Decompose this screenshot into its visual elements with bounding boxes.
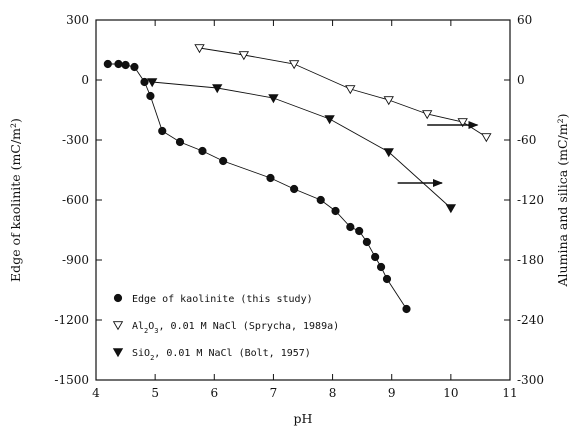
data-point — [383, 148, 394, 158]
y-tick-label-right: -60 — [517, 133, 536, 147]
legend-subscript: 2 — [150, 354, 154, 362]
y-axis-title-right: Alumina and silica (mC/m²) — [555, 114, 570, 288]
series-0 — [103, 59, 411, 314]
x-tick-label: 11 — [502, 386, 517, 400]
data-point — [146, 91, 155, 101]
data-point — [481, 133, 492, 143]
y-tick-label-left: -1200 — [54, 313, 89, 327]
legend-label: Al2O3, 0.01 M NaCl (Sprycha, 1989a) — [132, 321, 339, 335]
y-tick-label-right: -120 — [517, 193, 544, 207]
legend-text-part: SiO — [132, 348, 150, 359]
data-point — [371, 252, 380, 262]
data-point — [212, 84, 223, 94]
y-tick-label-right: -240 — [517, 313, 544, 327]
data-point — [140, 77, 149, 87]
legend-label: SiO2, 0.01 M NaCl (Bolt, 1957) — [132, 348, 311, 362]
x-axis-title: pH — [294, 411, 313, 426]
data-point — [346, 222, 355, 232]
data-point — [266, 173, 275, 183]
data-point — [147, 78, 158, 88]
series-line — [107, 63, 407, 310]
axes-ticks: 4 5 6 7 8 9 10 11 300 0 -300 -600 -900 -1200 -1500 60 0 -… — [54, 13, 544, 400]
data-point — [457, 118, 468, 128]
data-point — [194, 44, 205, 54]
annotation-layer — [397, 121, 479, 187]
data-point — [268, 94, 279, 104]
data-point — [219, 156, 228, 166]
series-line — [152, 81, 452, 209]
x-tick-label: 7 — [270, 386, 278, 400]
series-line — [199, 47, 487, 138]
data-point — [445, 204, 457, 214]
legend-text-part: , 0.01 M NaCl (Bolt, 1957) — [154, 348, 311, 359]
data-point — [290, 184, 299, 194]
legend-entry: SiO2, 0.01 M NaCl (Bolt, 1957) — [112, 348, 311, 362]
y-tick-label-left: -600 — [62, 193, 89, 207]
data-point — [198, 146, 207, 156]
y-tick-label-right: 60 — [517, 13, 532, 27]
legend-marker — [112, 348, 124, 358]
legend: Edge of kaolinite (this study)Al2O3, 0.0… — [112, 293, 339, 362]
y-tick-label-left: -300 — [62, 133, 89, 147]
y-tick-label-left: 300 — [66, 13, 89, 27]
data-point — [383, 96, 394, 106]
data-point — [422, 110, 433, 120]
data-point — [376, 262, 386, 272]
legend-text-part: , 0.01 M NaCl (Sprycha, 1989a) — [159, 321, 340, 332]
legend-subscript: 3 — [154, 327, 158, 335]
data-point — [316, 195, 325, 205]
series-2 — [147, 78, 457, 214]
legend-label: Edge of kaolinite (this study) — [132, 294, 313, 305]
legend-entry: Edge of kaolinite (this study) — [113, 293, 313, 305]
y-tick-label-right: -300 — [517, 373, 544, 387]
series-layer — [103, 44, 492, 314]
data-point — [402, 304, 411, 314]
data-point — [121, 60, 130, 70]
data-point — [331, 206, 340, 216]
data-point — [355, 226, 364, 236]
legend-entry: Al2O3, 0.01 M NaCl (Sprycha, 1989a) — [112, 321, 339, 335]
x-tick-label: 6 — [210, 386, 218, 400]
x-tick-label: 10 — [443, 386, 458, 400]
data-point — [114, 59, 123, 69]
y-tick-label-left: 0 — [81, 73, 89, 87]
data-point — [130, 62, 139, 72]
y-tick-label-left: -900 — [62, 253, 89, 267]
series-1 — [194, 44, 492, 143]
legend-text-part: Al — [132, 321, 144, 332]
data-point — [238, 51, 250, 61]
data-point — [362, 237, 371, 247]
data-point — [382, 274, 392, 284]
legend-marker — [113, 293, 123, 303]
legend-subscript: 2 — [144, 327, 148, 335]
y-tick-label-right: 0 — [517, 73, 525, 87]
data-point — [288, 60, 300, 70]
x-tick-label: 4 — [92, 386, 100, 400]
data-point — [158, 126, 167, 136]
data-point — [103, 59, 112, 69]
data-point — [345, 85, 356, 95]
x-tick-label: 9 — [388, 386, 396, 400]
y-tick-label-left: -1500 — [54, 373, 89, 387]
y-axis-title-left: Edge of kaolinite (mC/m²) — [8, 118, 23, 282]
x-tick-label: 8 — [329, 386, 337, 400]
legend-text-part: O — [148, 321, 154, 332]
x-tick-label: 5 — [151, 386, 159, 400]
data-point — [175, 137, 185, 147]
data-point — [324, 115, 335, 125]
legend-text-part: Edge of kaolinite (this study) — [132, 294, 313, 305]
legend-marker — [112, 321, 124, 331]
y-tick-label-right: -180 — [517, 253, 544, 267]
